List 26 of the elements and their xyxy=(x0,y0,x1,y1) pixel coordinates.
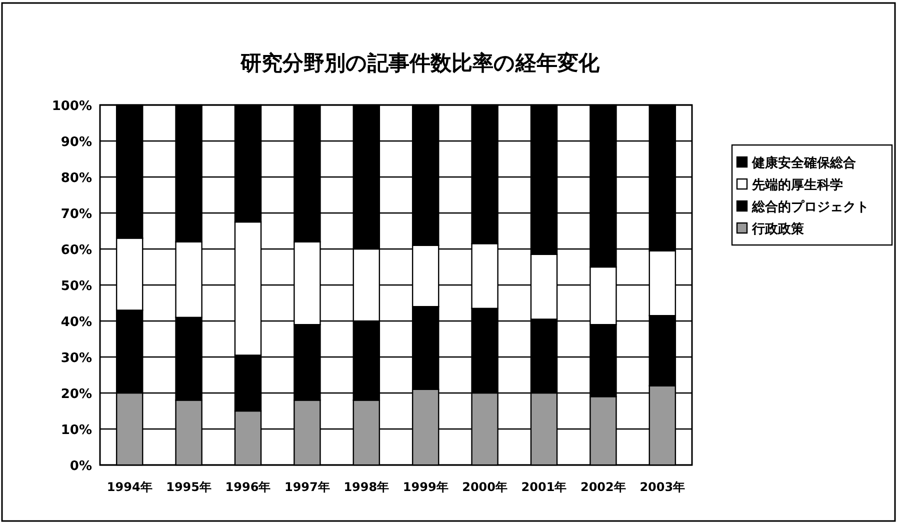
x-tick-label: 1995年 xyxy=(166,480,212,494)
chart-title: 研究分野別の記事件数比率の経年変化 xyxy=(240,51,600,75)
y-tick-label: 50% xyxy=(60,279,92,294)
x-tick-label: 2000年 xyxy=(462,480,508,494)
y-tick-label: 90% xyxy=(60,135,92,150)
y-tick-label: 40% xyxy=(60,315,92,330)
y-tick-label: 10% xyxy=(60,423,92,438)
y-tick-label: 100% xyxy=(52,99,92,114)
x-tick-label: 1996年 xyxy=(225,480,271,494)
legend-label: 先端的厚生科学 xyxy=(751,178,843,193)
y-tick-label: 70% xyxy=(60,207,92,222)
y-tick-label: 60% xyxy=(60,243,92,258)
x-tick-label: 1999年 xyxy=(402,480,448,494)
y-tick-label: 30% xyxy=(60,351,92,366)
legend-label: 健康安全確保総合 xyxy=(751,155,856,171)
y-tick-label: 0% xyxy=(70,459,92,474)
legend-label: 行政政策 xyxy=(751,222,805,237)
x-tick-label: 2003年 xyxy=(640,480,686,494)
x-tick-label: 1997年 xyxy=(284,480,330,494)
y-tick-label: 20% xyxy=(60,387,92,402)
x-tick-label: 2002年 xyxy=(580,480,626,494)
legend-label: 総合的プロジェクト xyxy=(751,199,869,215)
x-tick-label: 2001年 xyxy=(521,480,567,494)
x-tick-label: 1998年 xyxy=(344,480,390,494)
x-tick-label: 1994年 xyxy=(106,480,152,494)
y-tick-label: 80% xyxy=(60,171,92,186)
